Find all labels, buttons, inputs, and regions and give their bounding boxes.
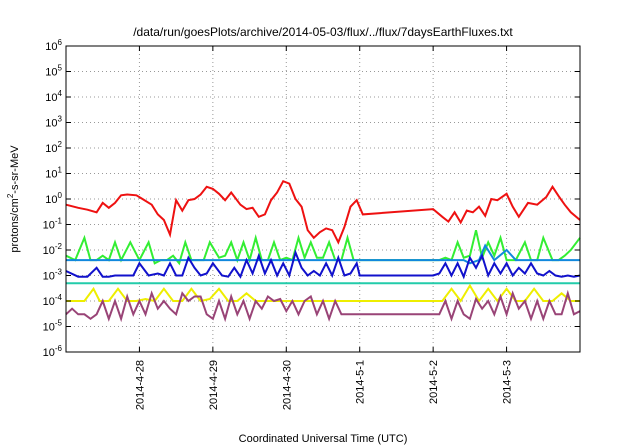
y-tick-label: 102	[45, 140, 62, 155]
y-tick-base: 10	[45, 118, 57, 130]
x-tick-label: 2014-4-30	[281, 360, 293, 410]
y-axis-label: protons/cm2-s-sr-MeV	[6, 145, 21, 253]
y-tick-label: 10-6	[43, 344, 63, 359]
x-tick-label: 2014-4-28	[134, 360, 146, 410]
x-axis-label: Coordinated Universal Time (UTC)	[239, 433, 408, 445]
y-tick-exp: -3	[55, 268, 63, 277]
y-tick-exp: 0	[58, 191, 63, 200]
y-tick-label: 101	[45, 166, 62, 181]
y-tick-base: 10	[43, 322, 55, 334]
y-tick-label: 10-4	[43, 293, 63, 308]
y-axis-label-post: -s-sr-MeV	[9, 145, 21, 194]
y-tick-label: 10-2	[43, 242, 63, 257]
y-tick-base: 10	[45, 169, 57, 181]
y-tick-exp: 4	[58, 89, 63, 98]
y-tick-exp: -5	[55, 319, 63, 328]
y-tick-label: 10-3	[43, 268, 63, 283]
y-tick-label: 100	[45, 191, 62, 206]
chart-title: /data/run/goesPlots/archive/2014-05-03/f…	[133, 25, 513, 39]
y-tick-label: 10-5	[43, 319, 63, 334]
x-tick-label: 2014-5-2	[428, 360, 440, 404]
y-tick-base: 10	[45, 92, 57, 104]
x-tick-label: 2014-5-3	[502, 360, 514, 404]
series-line-4	[65, 249, 581, 280]
y-tick-base: 10	[45, 67, 57, 79]
y-tick-base: 10	[45, 194, 57, 206]
grid	[66, 46, 580, 352]
y-tick-exp: -1	[55, 217, 63, 226]
y-axis-label-pre: protons/cm	[9, 198, 21, 252]
y-tick-exp: -4	[55, 293, 63, 302]
y-axis-ticks: 10-610-510-410-310-210-11001011021031041…	[43, 38, 580, 359]
series-line-2	[65, 229, 581, 266]
y-axis-label-sup: 2	[6, 193, 15, 198]
y-tick-base: 10	[43, 220, 55, 232]
y-tick-exp: 3	[58, 115, 63, 124]
y-tick-base: 10	[43, 271, 55, 283]
series-line-3	[66, 243, 580, 265]
series-line-6	[66, 283, 580, 303]
y-tick-base: 10	[45, 143, 57, 155]
y-tick-label: 10-1	[43, 217, 63, 232]
y-tick-base: 10	[45, 41, 57, 53]
series-line-7	[65, 289, 581, 323]
x-tick-label: 2014-5-1	[355, 360, 367, 404]
y-tick-base: 10	[43, 245, 55, 257]
y-tick-exp: 5	[58, 64, 63, 73]
y-tick-exp: 6	[58, 38, 63, 47]
y-tick-exp: 2	[58, 140, 63, 149]
series-line-1	[65, 179, 581, 245]
y-tick-exp: -2	[55, 242, 63, 251]
y-tick-base: 10	[43, 296, 55, 308]
y-tick-exp: 1	[58, 166, 63, 175]
series-group	[65, 179, 581, 323]
y-tick-base: 10	[43, 347, 55, 359]
x-axis-ticks: 2014-4-28 2014-4-29 2014-4-30 2014-5-1 2014-…	[134, 46, 514, 410]
y-tick-label: 106	[45, 38, 62, 53]
x-tick-label: 2014-4-29	[208, 360, 220, 410]
y-tick-exp: -6	[55, 344, 63, 353]
y-tick-label: 103	[45, 115, 62, 130]
y-tick-label: 104	[45, 89, 62, 104]
y-tick-label: 105	[45, 64, 62, 79]
